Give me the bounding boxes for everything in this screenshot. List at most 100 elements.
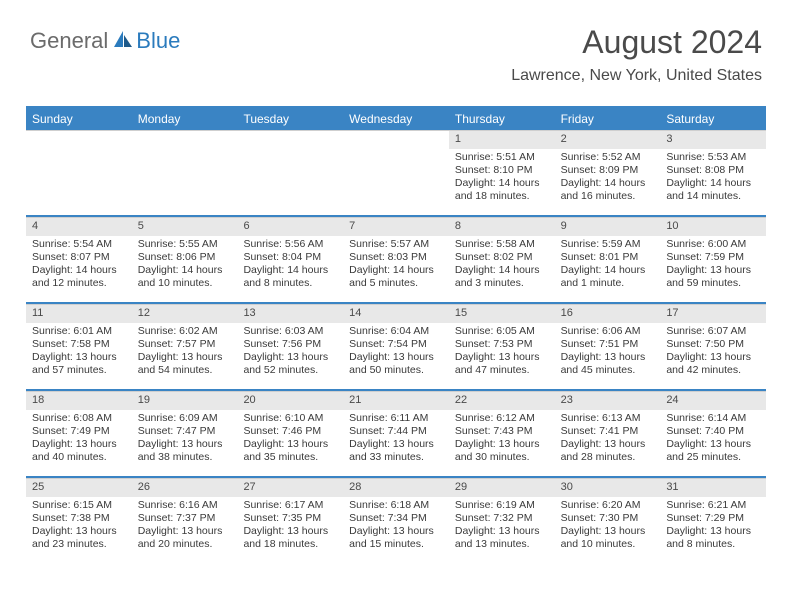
day-cell: 6Sunrise: 5:56 AMSunset: 8:04 PMDaylight… [237,218,343,300]
day-number: 17 [660,305,766,323]
sunrise-text: Sunrise: 5:59 AM [561,238,655,251]
week-row: 18Sunrise: 6:08 AMSunset: 7:49 PMDayligh… [26,391,766,474]
day-cell [343,131,449,213]
day-cell: 21Sunrise: 6:11 AMSunset: 7:44 PMDayligh… [343,392,449,474]
day-body [132,149,238,155]
day-body [26,149,132,155]
daylight-text: Daylight: 13 hours and 15 minutes. [349,525,443,551]
day-body: Sunrise: 6:16 AMSunset: 7:37 PMDaylight:… [132,497,238,556]
sunset-text: Sunset: 7:56 PM [243,338,337,351]
daylight-text: Daylight: 14 hours and 12 minutes. [32,264,126,290]
sunset-text: Sunset: 7:38 PM [32,512,126,525]
daylight-text: Daylight: 13 hours and 10 minutes. [561,525,655,551]
day-body: Sunrise: 6:17 AMSunset: 7:35 PMDaylight:… [237,497,343,556]
day-body: Sunrise: 6:11 AMSunset: 7:44 PMDaylight:… [343,410,449,469]
day-number: 31 [660,479,766,497]
daylight-text: Daylight: 14 hours and 8 minutes. [243,264,337,290]
day-cell: 8Sunrise: 5:58 AMSunset: 8:02 PMDaylight… [449,218,555,300]
day-body: Sunrise: 6:19 AMSunset: 7:32 PMDaylight:… [449,497,555,556]
sunrise-text: Sunrise: 6:02 AM [138,325,232,338]
sunrise-text: Sunrise: 6:16 AM [138,499,232,512]
daylight-text: Daylight: 13 hours and 40 minutes. [32,438,126,464]
day-cell: 9Sunrise: 5:59 AMSunset: 8:01 PMDaylight… [555,218,661,300]
sunset-text: Sunset: 8:07 PM [32,251,126,264]
sunrise-text: Sunrise: 5:56 AM [243,238,337,251]
day-number: 10 [660,218,766,236]
day-number: 14 [343,305,449,323]
day-number: 9 [555,218,661,236]
daylight-text: Daylight: 13 hours and 47 minutes. [455,351,549,377]
day-cell: 20Sunrise: 6:10 AMSunset: 7:46 PMDayligh… [237,392,343,474]
sunset-text: Sunset: 8:02 PM [455,251,549,264]
sunrise-text: Sunrise: 6:01 AM [32,325,126,338]
sunrise-text: Sunrise: 6:20 AM [561,499,655,512]
sunset-text: Sunset: 7:46 PM [243,425,337,438]
sunrise-text: Sunrise: 5:53 AM [666,151,760,164]
location-text: Lawrence, New York, United States [511,67,762,85]
day-body: Sunrise: 6:09 AMSunset: 7:47 PMDaylight:… [132,410,238,469]
day-body: Sunrise: 5:52 AMSunset: 8:09 PMDaylight:… [555,149,661,208]
sunrise-text: Sunrise: 5:58 AM [455,238,549,251]
day-number: 21 [343,392,449,410]
day-body: Sunrise: 6:04 AMSunset: 7:54 PMDaylight:… [343,323,449,382]
sunrise-text: Sunrise: 5:57 AM [349,238,443,251]
sunrise-text: Sunrise: 6:00 AM [666,238,760,251]
day-body [343,149,449,155]
daylight-text: Daylight: 13 hours and 45 minutes. [561,351,655,377]
sunrise-text: Sunrise: 5:51 AM [455,151,549,164]
brand-logo: General Blue [30,28,180,54]
week-row: 4Sunrise: 5:54 AMSunset: 8:07 PMDaylight… [26,217,766,300]
daylight-text: Daylight: 13 hours and 28 minutes. [561,438,655,464]
day-cell: 18Sunrise: 6:08 AMSunset: 7:49 PMDayligh… [26,392,132,474]
logo-sail-icon [112,29,134,54]
calendar-grid: Sunday Monday Tuesday Wednesday Thursday… [26,106,766,561]
daylight-text: Daylight: 13 hours and 38 minutes. [138,438,232,464]
day-body: Sunrise: 5:56 AMSunset: 8:04 PMDaylight:… [237,236,343,295]
sunrise-text: Sunrise: 6:06 AM [561,325,655,338]
day-number: 18 [26,392,132,410]
day-body: Sunrise: 6:12 AMSunset: 7:43 PMDaylight:… [449,410,555,469]
weekday-header: Thursday [449,108,555,130]
sunset-text: Sunset: 7:51 PM [561,338,655,351]
sunrise-text: Sunrise: 5:54 AM [32,238,126,251]
day-body: Sunrise: 5:51 AMSunset: 8:10 PMDaylight:… [449,149,555,208]
sunset-text: Sunset: 7:32 PM [455,512,549,525]
daylight-text: Daylight: 13 hours and 8 minutes. [666,525,760,551]
day-number: 29 [449,479,555,497]
daylight-text: Daylight: 13 hours and 25 minutes. [666,438,760,464]
day-body: Sunrise: 6:20 AMSunset: 7:30 PMDaylight:… [555,497,661,556]
sunset-text: Sunset: 7:54 PM [349,338,443,351]
day-body: Sunrise: 5:58 AMSunset: 8:02 PMDaylight:… [449,236,555,295]
day-cell: 29Sunrise: 6:19 AMSunset: 7:32 PMDayligh… [449,479,555,561]
day-cell: 7Sunrise: 5:57 AMSunset: 8:03 PMDaylight… [343,218,449,300]
daylight-text: Daylight: 13 hours and 52 minutes. [243,351,337,377]
logo-text-blue: Blue [136,28,180,54]
sunrise-text: Sunrise: 6:21 AM [666,499,760,512]
day-cell: 1Sunrise: 5:51 AMSunset: 8:10 PMDaylight… [449,131,555,213]
day-cell: 13Sunrise: 6:03 AMSunset: 7:56 PMDayligh… [237,305,343,387]
day-cell: 17Sunrise: 6:07 AMSunset: 7:50 PMDayligh… [660,305,766,387]
day-body: Sunrise: 6:06 AMSunset: 7:51 PMDaylight:… [555,323,661,382]
daylight-text: Daylight: 13 hours and 59 minutes. [666,264,760,290]
day-body: Sunrise: 5:59 AMSunset: 8:01 PMDaylight:… [555,236,661,295]
weekday-header: Wednesday [343,108,449,130]
day-number: 20 [237,392,343,410]
sunrise-text: Sunrise: 6:13 AM [561,412,655,425]
day-cell: 5Sunrise: 5:55 AMSunset: 8:06 PMDaylight… [132,218,238,300]
day-body: Sunrise: 6:14 AMSunset: 7:40 PMDaylight:… [660,410,766,469]
day-cell: 15Sunrise: 6:05 AMSunset: 7:53 PMDayligh… [449,305,555,387]
day-cell [132,131,238,213]
sunrise-text: Sunrise: 6:15 AM [32,499,126,512]
sunset-text: Sunset: 7:59 PM [666,251,760,264]
day-cell: 26Sunrise: 6:16 AMSunset: 7:37 PMDayligh… [132,479,238,561]
sunset-text: Sunset: 7:47 PM [138,425,232,438]
sunrise-text: Sunrise: 6:10 AM [243,412,337,425]
day-cell: 14Sunrise: 6:04 AMSunset: 7:54 PMDayligh… [343,305,449,387]
sunrise-text: Sunrise: 6:14 AM [666,412,760,425]
day-number: 11 [26,305,132,323]
logo-text-general: General [30,28,108,54]
sunset-text: Sunset: 7:53 PM [455,338,549,351]
day-cell: 22Sunrise: 6:12 AMSunset: 7:43 PMDayligh… [449,392,555,474]
sunset-text: Sunset: 7:34 PM [349,512,443,525]
day-body: Sunrise: 6:07 AMSunset: 7:50 PMDaylight:… [660,323,766,382]
